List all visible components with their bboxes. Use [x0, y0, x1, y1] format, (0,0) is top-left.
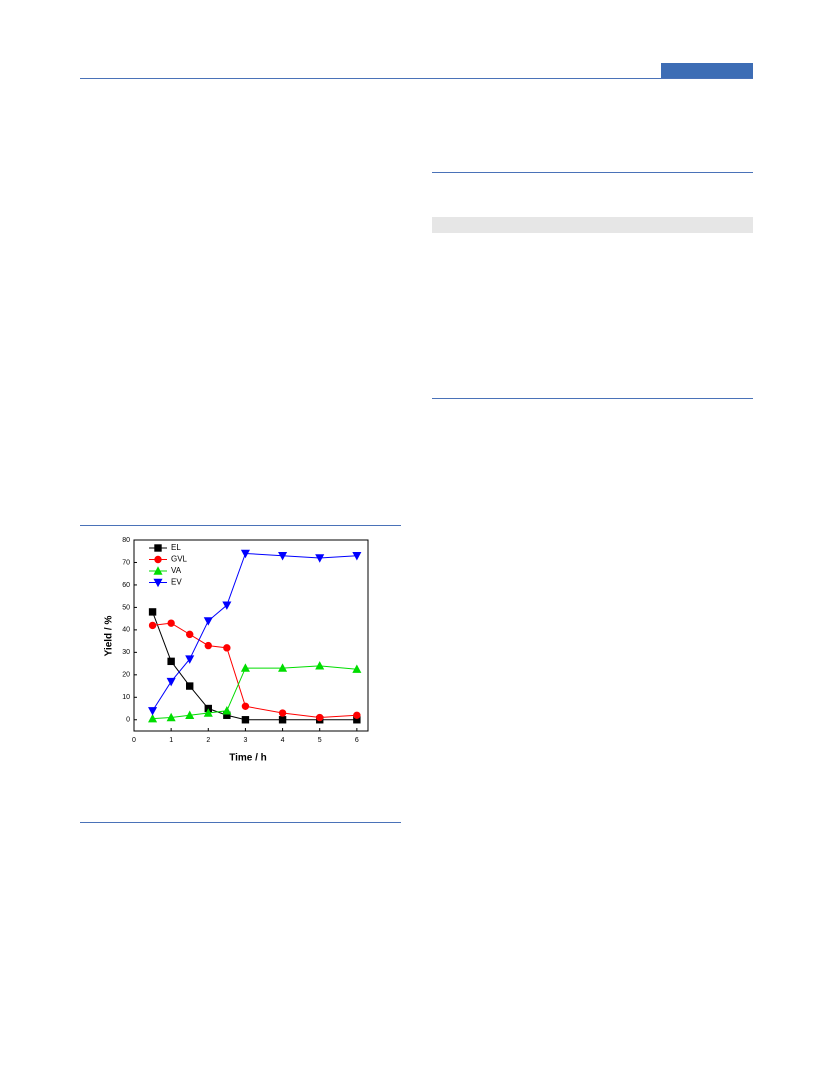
data-point — [148, 713, 158, 723]
legend-label: VA — [171, 566, 182, 575]
legend-label: EV — [171, 578, 182, 587]
legend-marker — [153, 566, 163, 575]
data-point — [222, 706, 232, 715]
table-header-band — [432, 217, 753, 233]
data-point — [167, 619, 175, 627]
legend-marker — [153, 578, 163, 588]
y-tick-label: 40 — [122, 627, 130, 634]
x-tick-label: 5 — [318, 737, 322, 744]
data-point — [240, 663, 250, 672]
data-point — [166, 712, 176, 722]
data-point — [148, 707, 158, 716]
data-point — [241, 702, 250, 710]
data-point — [278, 663, 288, 672]
data-point — [278, 709, 287, 717]
data-point — [185, 710, 195, 719]
y-tick-label: 60 — [122, 582, 130, 589]
legend-label: GVL — [171, 555, 188, 564]
data-point — [240, 549, 250, 559]
data-point — [352, 552, 362, 561]
legend-marker — [154, 544, 162, 552]
y-axis-label: Yield / % — [104, 616, 115, 657]
data-point — [352, 664, 362, 673]
data-point — [186, 630, 194, 639]
data-point — [316, 713, 324, 722]
data-point — [353, 711, 361, 719]
y-tick-label: 70 — [122, 559, 130, 566]
x-tick-label: 4 — [281, 737, 285, 744]
data-point — [148, 621, 157, 630]
data-point — [148, 608, 157, 616]
y-tick-label: 50 — [122, 604, 130, 611]
x-axis-label: Time / h — [229, 753, 267, 764]
series-line — [152, 622, 357, 719]
plot-frame — [133, 539, 369, 732]
data-point — [278, 552, 288, 561]
series-line — [152, 665, 357, 720]
data-point — [223, 644, 231, 652]
x-tick-label: 2 — [206, 737, 210, 744]
data-point — [203, 617, 213, 626]
series-line — [152, 552, 357, 712]
y-tick-label: 0 — [126, 717, 130, 724]
data-point — [241, 716, 250, 724]
data-point — [203, 708, 213, 717]
header-box — [661, 63, 753, 78]
chart: Time / h Yield / % 0 1 2 3 4 5 601020304050607… — [104, 537, 369, 764]
legend-label: EL — [171, 543, 181, 552]
data-point — [185, 655, 195, 664]
data-point — [315, 661, 325, 670]
data-point — [222, 601, 232, 610]
data-point — [278, 716, 287, 724]
y-tick-label: 30 — [122, 649, 130, 656]
y-tick-label: 10 — [122, 694, 130, 701]
legend-marker — [154, 555, 162, 564]
series-line — [152, 611, 357, 721]
data-point — [167, 657, 175, 666]
y-tick-label: 80 — [122, 537, 130, 544]
data-point — [186, 682, 194, 690]
x-tick-label: 3 — [243, 737, 247, 744]
x-tick-label: 0 — [132, 737, 136, 744]
data-point — [204, 641, 212, 650]
x-tick-label: 6 — [355, 737, 359, 744]
x-tick-label: 1 — [169, 737, 173, 744]
y-tick-label: 20 — [122, 672, 130, 679]
data-point — [166, 677, 176, 687]
data-point — [315, 554, 325, 563]
